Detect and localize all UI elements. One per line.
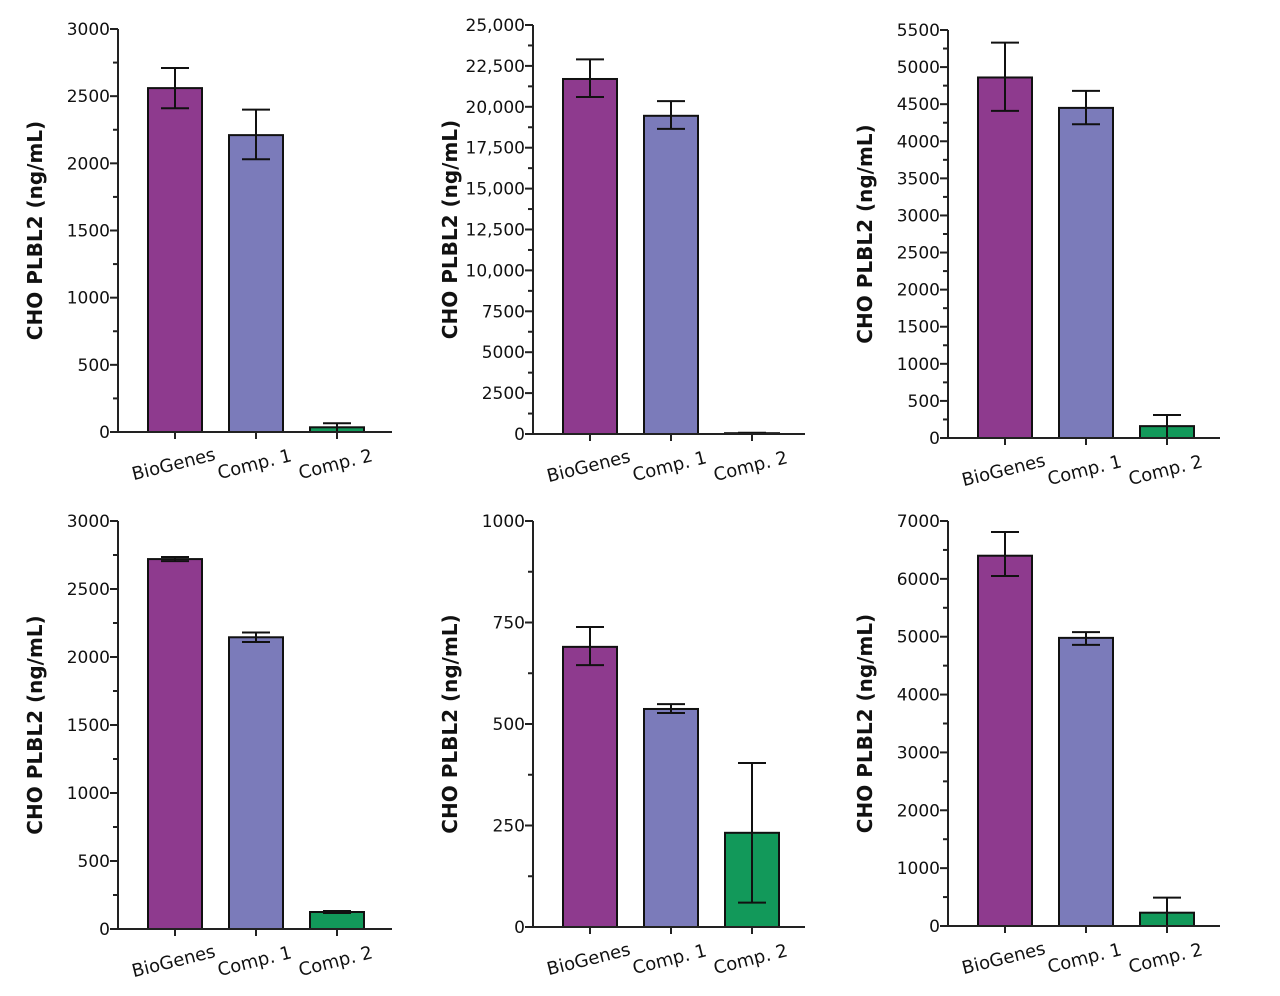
x-tick-label: Comp. 1 (631, 940, 709, 979)
bar-comp-1 (643, 707, 699, 929)
y-axis-label: CHO PLBL2 (ng/mL) (853, 614, 877, 833)
bar-biogenes (977, 76, 1033, 440)
y-axis-label: CHO PLBL2 (ng/mL) (853, 124, 877, 343)
y-tick-label: 10,000 (466, 261, 525, 281)
x-tick-label: Comp. 2 (1127, 939, 1205, 978)
y-tick-label: 2000 (897, 281, 940, 301)
y-tick-label: 750 (493, 614, 525, 634)
y-tick-label: 3000 (67, 512, 110, 532)
y-tick-label: 5000 (482, 343, 525, 363)
y-tick-label: 5000 (897, 58, 940, 78)
bar-biogenes (147, 87, 203, 434)
x-tick-label: Comp. 2 (712, 447, 790, 486)
y-tick-label: 3000 (897, 206, 940, 226)
bar-comp-1 (1058, 636, 1114, 927)
y-axis-label: CHO PLBL2 (ng/mL) (438, 120, 462, 339)
x-tick-label: Comp. 2 (297, 942, 375, 981)
y-tick-label: 500 (908, 392, 940, 412)
y-tick-label: 2500 (482, 384, 525, 404)
y-tick-label: 250 (493, 817, 525, 837)
x-tick-label: Comp. 1 (1046, 451, 1124, 490)
y-tick-label: 4500 (897, 95, 940, 115)
x-tick-label: Comp. 2 (1127, 451, 1205, 490)
y-tick-label: 500 (493, 715, 525, 735)
x-tick-label: BioGenes (960, 450, 1048, 491)
x-tick-label: BioGenes (130, 941, 218, 982)
x-tick-label: Comp. 1 (631, 447, 709, 486)
x-tick-label: BioGenes (130, 444, 218, 485)
y-tick-label: 22,500 (466, 57, 525, 77)
bar-biogenes (977, 554, 1033, 927)
bar-comp-1 (643, 114, 699, 435)
x-tick-label: BioGenes (960, 938, 1048, 979)
y-tick-label: 2500 (67, 87, 110, 107)
y-tick-label: 7500 (482, 302, 525, 322)
y-tick-label: 15,000 (466, 180, 525, 200)
y-tick-label: 1000 (67, 784, 110, 804)
y-tick-label: 7000 (897, 512, 940, 532)
y-tick-label: 1500 (67, 716, 110, 736)
y-tick-label: 0 (514, 425, 525, 445)
x-tick-label: Comp. 1 (1046, 939, 1124, 978)
y-tick-label: 5000 (897, 628, 940, 648)
x-tick-label: BioGenes (545, 939, 633, 980)
y-tick-label: 1500 (67, 222, 110, 242)
y-tick-label: 0 (99, 423, 110, 443)
x-tick-label: BioGenes (545, 446, 633, 487)
y-tick-label: 3000 (897, 743, 940, 763)
y-tick-label: 1000 (897, 355, 940, 375)
y-axis-label: CHO PLBL2 (ng/mL) (438, 614, 462, 833)
y-tick-label: 2000 (67, 154, 110, 174)
y-tick-label: 0 (929, 429, 940, 449)
bar-biogenes (562, 645, 618, 928)
bar-comp-1 (1058, 106, 1114, 440)
bar-biogenes (147, 558, 203, 931)
y-tick-label: 3000 (67, 20, 110, 40)
x-tick-label: Comp. 1 (216, 942, 294, 981)
bar-comp-1 (228, 636, 284, 931)
y-tick-label: 17,500 (466, 139, 525, 159)
y-tick-label: 3500 (897, 169, 940, 189)
y-tick-label: 0 (514, 918, 525, 938)
y-tick-label: 4000 (897, 686, 940, 706)
x-tick-label: Comp. 2 (297, 445, 375, 484)
y-tick-label: 0 (99, 920, 110, 940)
y-tick-label: 6000 (897, 570, 940, 590)
y-tick-label: 1500 (897, 318, 940, 338)
y-tick-label: 4000 (897, 132, 940, 152)
y-tick-label: 20,000 (466, 98, 525, 118)
y-tick-label: 500 (78, 852, 110, 872)
y-tick-label: 1000 (67, 289, 110, 309)
x-tick-label: Comp. 2 (712, 940, 790, 979)
y-tick-label: 500 (78, 356, 110, 376)
y-tick-label: 5500 (897, 21, 940, 41)
bar-biogenes (562, 77, 618, 435)
x-tick-label: Comp. 1 (216, 445, 294, 484)
y-tick-label: 2500 (67, 580, 110, 600)
y-tick-label: 25,000 (466, 16, 525, 36)
y-tick-label: 0 (929, 917, 940, 937)
y-tick-label: 12,500 (466, 221, 525, 241)
y-axis-label: CHO PLBL2 (ng/mL) (23, 615, 47, 834)
bar-comp-2 (309, 911, 365, 930)
bar-comp-1 (228, 134, 284, 434)
y-tick-label: 1000 (897, 859, 940, 879)
y-tick-label: 2500 (897, 244, 940, 264)
y-tick-label: 1000 (482, 512, 525, 532)
y-tick-label: 2000 (67, 648, 110, 668)
y-axis-label: CHO PLBL2 (ng/mL) (23, 121, 47, 340)
y-tick-label: 2000 (897, 801, 940, 821)
